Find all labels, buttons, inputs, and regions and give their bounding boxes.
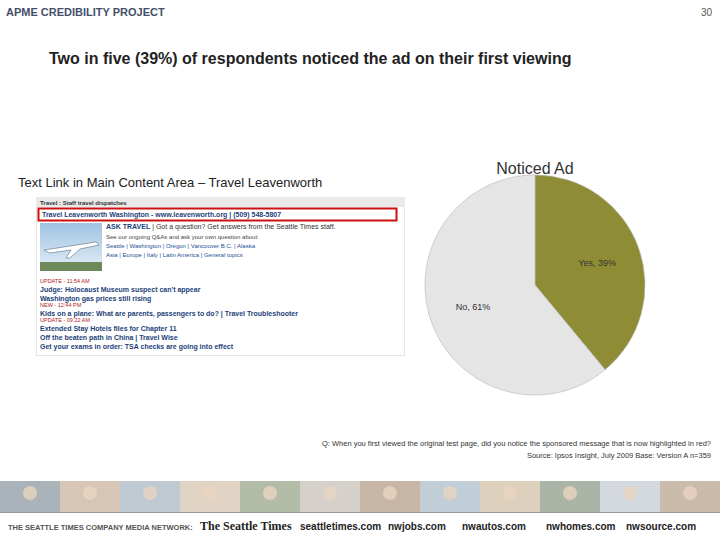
pie <box>425 175 645 395</box>
photo-tile <box>60 481 120 512</box>
photo-tile <box>540 481 600 512</box>
ask-links: Seattle | Washington | Oregon | Vancouve… <box>106 243 256 249</box>
brand-logo: The Seattle Times <box>200 519 292 533</box>
source-note: Source: Ipsos Insight, July 2009 Base: V… <box>527 451 711 460</box>
news-headline: Extended Stay Hotels files for Chapter 1… <box>40 325 177 333</box>
photo-figure <box>323 486 337 500</box>
ad-link: Travel Leavenworth Washington - www.leav… <box>42 211 281 219</box>
data-labels: Yes, 39% No, 61% <box>456 258 616 313</box>
pie-slice <box>425 175 605 395</box>
ask-links: Asia | Europe | Italy | Latin America | … <box>106 252 243 258</box>
photo-figure <box>683 486 697 500</box>
photo-tile <box>240 481 300 512</box>
project-header: APME CREDIBILITY PROJECT <box>6 6 165 18</box>
photo-tile <box>120 481 180 512</box>
photo-figure <box>143 486 157 500</box>
plane-icon <box>44 242 99 258</box>
photo-figure <box>503 486 517 500</box>
page-number: 30 <box>701 7 713 18</box>
photo-ground <box>40 262 102 271</box>
photo <box>40 223 102 271</box>
news-time: NEW - 12:44 PM <box>40 302 82 308</box>
photo-figure <box>383 486 397 500</box>
photo-figure <box>443 486 457 500</box>
brand-logo: seattletimes.com <box>300 521 381 532</box>
photo-tile <box>0 481 60 512</box>
ask-text: | Got a question? Get answers from the S… <box>150 223 335 231</box>
news-headline: Get your exams in order: TSA checks are … <box>40 343 234 351</box>
highlight-box <box>39 209 397 221</box>
screenshot: Travel : Staff travel dispatches Travel L… <box>36 197 405 356</box>
news-headline: Off the beaten path in China | Travel Wi… <box>40 334 178 342</box>
news-time: UPDATE - 11:54 AM <box>40 278 90 284</box>
brand-logo: nwsource.com <box>626 521 696 532</box>
photo-tile <box>360 481 420 512</box>
photo-figure <box>23 486 37 500</box>
screenshot-caption: Text Link in Main Content Area – Travel … <box>18 175 322 190</box>
slide: APME CREDIBILITY PROJECT 30 Two in five (3… <box>0 0 720 540</box>
ask-intro: See our ongoing Q&As and ask your own qu… <box>106 234 259 240</box>
data-label: Yes, 39% <box>578 258 616 268</box>
brand-logo: nwhomes.com <box>546 521 616 532</box>
section-bar <box>36 197 405 207</box>
question-note: Q: When you first viewed the original te… <box>322 439 711 448</box>
section-bar-text: Travel : Staff travel dispatches <box>40 200 127 206</box>
screenshot-frame <box>36 197 405 356</box>
ask-heading: ASK TRAVEL <box>106 223 151 230</box>
photo-tile <box>420 481 480 512</box>
brand-logo: nwautos.com <box>462 521 526 532</box>
photo-tile <box>660 481 720 512</box>
photo-tile <box>180 481 240 512</box>
network-label: THE SEATTLE TIMES COMPANY MEDIA NETWORK: <box>8 523 193 532</box>
photo-figure <box>203 486 217 500</box>
photo-strip <box>0 481 720 512</box>
photo-figure <box>263 486 277 500</box>
photo-tile <box>300 481 360 512</box>
photo-figure <box>623 486 637 500</box>
footer-bar <box>0 512 720 540</box>
news-headline: Judge: Holocaust Museum suspect can't ap… <box>40 286 201 294</box>
photo-figure <box>83 486 97 500</box>
photo-tile <box>480 481 540 512</box>
footer-rule <box>0 512 720 513</box>
brand-logo: nwjobs.com <box>388 521 446 532</box>
data-label: No, 61% <box>456 302 491 312</box>
ask-line: ASK TRAVEL | Got a question? Get answers… <box>106 223 336 231</box>
chart-title: Noticed Ad <box>496 160 573 177</box>
news-time: UPDATE - 09:22 AM <box>40 317 90 323</box>
photo-tile <box>600 481 660 512</box>
photo-figure <box>563 486 577 500</box>
slide-title: Two in five (39%) of respondents noticed… <box>49 50 571 67</box>
